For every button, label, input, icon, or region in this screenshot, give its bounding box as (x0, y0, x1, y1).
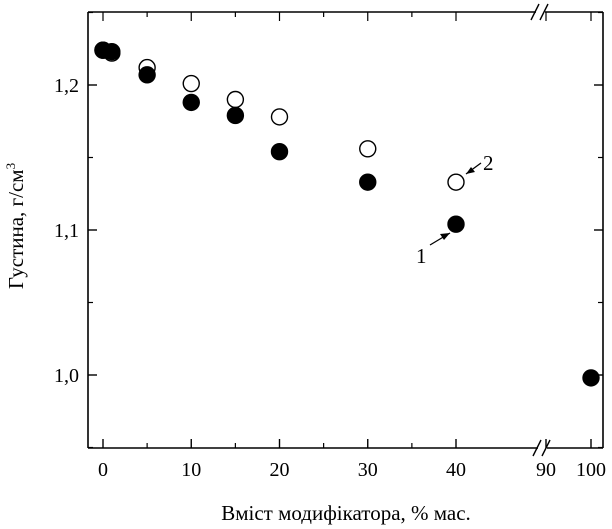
filled-marker (103, 42, 121, 61)
x-tick-label: 40 (446, 459, 466, 481)
series-1-label: 1 (416, 244, 427, 268)
y-tick-label: 1,0 (54, 365, 79, 387)
filled-marker (138, 66, 156, 84)
top-break-mark (530, 3, 540, 21)
open-marker (182, 74, 200, 93)
filled-marker (359, 173, 377, 191)
bottom-break-mark (532, 439, 542, 457)
filled-marker (182, 93, 200, 112)
filled-marker (226, 106, 245, 125)
series-2-label: 2 (483, 151, 494, 175)
axis-ticks: 0 10 20 30 40 90 100 1,0 1,1 1,2 (54, 11, 606, 481)
y-tick-label: 1,1 (54, 220, 79, 242)
y-axis-title-superscript: 3 (3, 163, 18, 170)
open-marker (270, 108, 289, 126)
x-tick-label: 100 (576, 459, 606, 481)
filled-marker (447, 215, 465, 233)
y-axis-title-text: Густина, г/см (4, 169, 28, 289)
x-tick-label: 90 (536, 459, 556, 481)
filled-marker (270, 142, 289, 161)
series-annotations: 1 2 (416, 151, 494, 268)
x-tick-label: 30 (358, 459, 378, 481)
open-marker (359, 140, 377, 158)
x-axis-title: Вміст модифікатора, % мас. (221, 501, 471, 525)
top-break-mark (539, 3, 549, 21)
plot-frame (87, 3, 604, 457)
filled-marker (582, 369, 600, 387)
x-tick-label: 20 (270, 459, 290, 481)
x-tick-label: 0 (98, 459, 108, 481)
y-tick-label: 1,2 (54, 75, 79, 97)
open-marker (447, 173, 465, 191)
series-2-arrowhead (466, 167, 475, 174)
data-points (94, 41, 600, 387)
open-marker (226, 90, 245, 109)
x-tick-label: 10 (181, 459, 201, 481)
y-axis-title: Густина, г/см3 (3, 163, 28, 289)
series-1-arrowhead (440, 233, 450, 240)
